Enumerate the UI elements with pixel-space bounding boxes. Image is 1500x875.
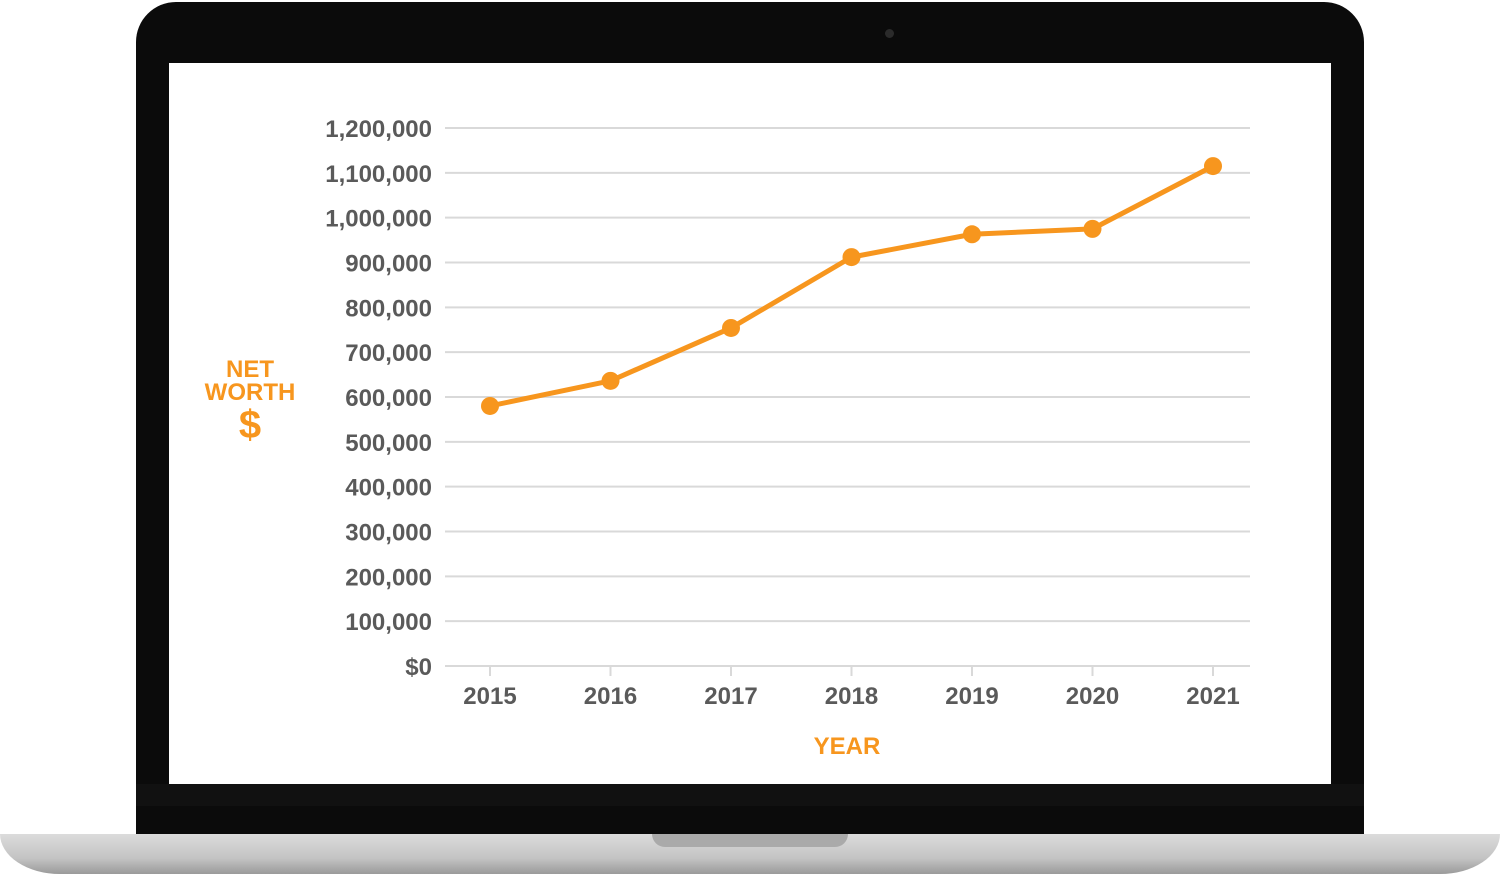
y-tick-label: 1,100,000 (325, 161, 432, 188)
y-tick-label: 800,000 (345, 295, 432, 322)
x-tick-label: 2019 (945, 683, 998, 710)
x-tick-label: 2020 (1066, 683, 1119, 710)
y-tick-label: 300,000 (345, 520, 432, 547)
y-tick-label: 600,000 (345, 385, 432, 412)
data-point-2018 (842, 248, 861, 267)
data-point-2015 (481, 396, 499, 415)
y-tick-label: 100,000 (345, 609, 432, 636)
y-tick-label: 200,000 (345, 564, 432, 591)
x-axis-title: YEAR (814, 733, 881, 760)
y-axis-title-currency: $ (239, 403, 261, 447)
y-tick-label: 900,000 (345, 251, 432, 278)
data-point-2016 (601, 371, 620, 390)
y-axis-title-line-2: WORTH (205, 379, 296, 406)
camera-icon (885, 29, 894, 38)
y-tick-label: 400,000 (345, 475, 432, 502)
x-tick-label: 2017 (704, 683, 757, 710)
grid-lines (445, 127, 1250, 667)
series-net-worth (481, 157, 1222, 415)
y-tick-label: 1,000,000 (325, 206, 432, 233)
y-tick-label: 500,000 (345, 430, 432, 457)
y-tick-label: 1,200,000 (325, 116, 432, 143)
x-tick-label: 2018 (825, 683, 878, 710)
x-tick-label: 2015 (463, 683, 516, 710)
series-line (487, 163, 1216, 409)
y-tick-label: $0 (405, 654, 432, 681)
y-tick-label: 700,000 (345, 340, 432, 367)
data-point-2020 (1083, 219, 1102, 238)
y-axis-ticks: $0 100,000 200,000 300,000 400,000 500,000 600… (325, 116, 432, 681)
data-point-2019 (963, 225, 981, 244)
screen-bottom-bezel (136, 784, 1364, 806)
laptop-base-notch (652, 834, 848, 847)
y-axis-title-line-1: NET (226, 356, 274, 383)
laptop-screen (169, 63, 1331, 784)
x-axis-ticks: 2015 2016 2017 2018 2019 2020 2021 (463, 666, 1240, 710)
x-tick-label: 2016 (584, 683, 637, 710)
data-point-2017 (722, 318, 740, 337)
x-tick-label: 2021 (1186, 683, 1239, 710)
data-point-2021 (1204, 157, 1222, 176)
